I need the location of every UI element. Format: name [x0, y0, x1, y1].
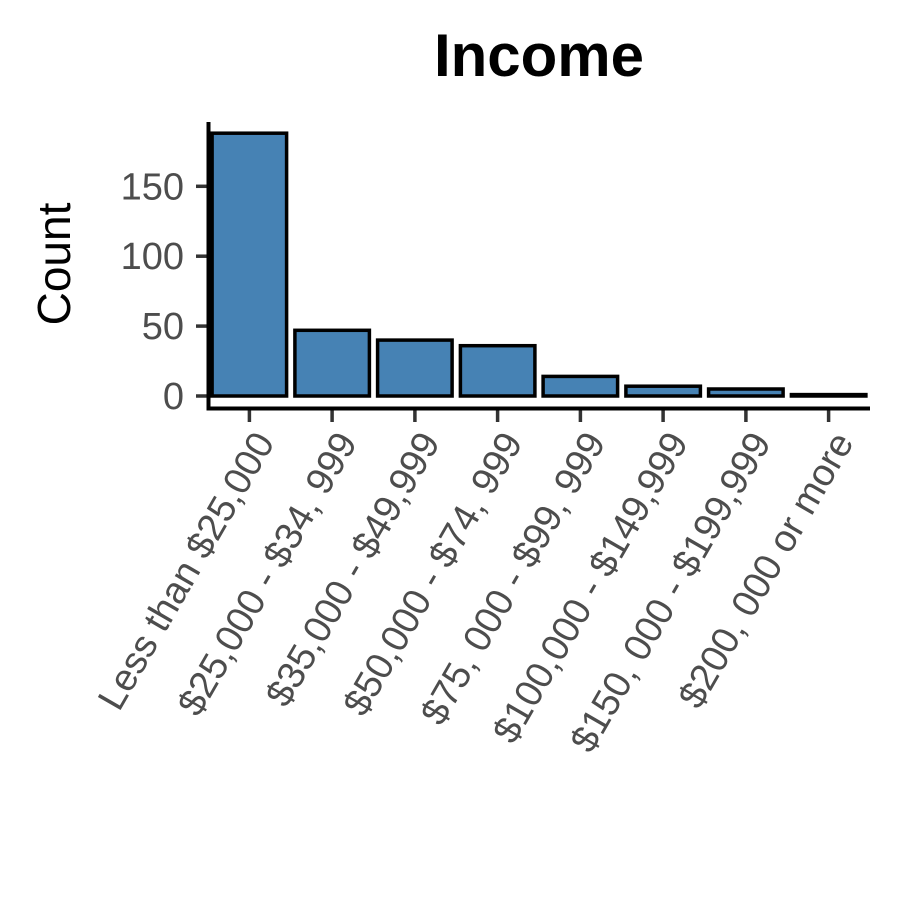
bar-1 — [293, 328, 372, 398]
bar-3 — [458, 343, 537, 398]
y-tick-label-3: 150 — [121, 166, 184, 208]
y-tick-label-2: 100 — [121, 236, 184, 278]
bar-7 — [789, 392, 868, 398]
bar-0 — [210, 131, 289, 398]
y-tick-label-1: 50 — [142, 306, 184, 348]
y-axis-ticks: 0 50 100 150 — [121, 166, 208, 418]
chart-title: Income — [434, 22, 644, 89]
x-axis-ticks: Less than $25,000$25,000 - $34, 999$35,0… — [90, 410, 862, 759]
bar-6 — [706, 387, 785, 398]
bar-5 — [624, 384, 703, 398]
y-tick-label-0: 0 — [163, 376, 184, 418]
y-axis-title: Count — [28, 202, 80, 325]
bar-2 — [375, 338, 454, 398]
bar-4 — [541, 374, 620, 398]
bars-group — [210, 131, 868, 398]
